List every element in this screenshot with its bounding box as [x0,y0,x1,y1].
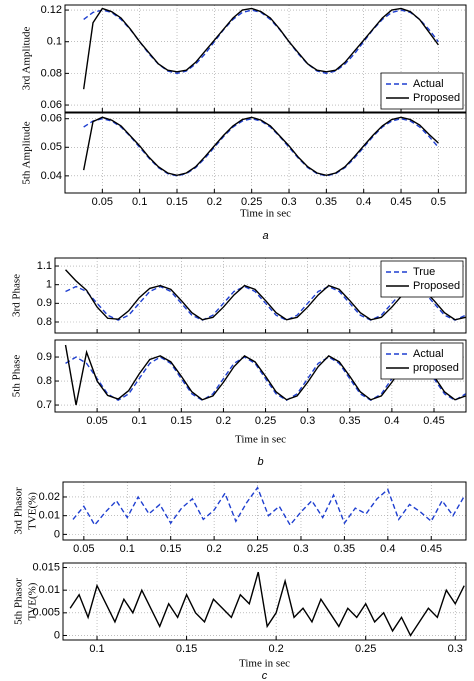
plot-frame [62,481,467,541]
data-line [82,116,439,177]
x-tick-label: 0.2 [206,543,221,555]
y-tick-label: 0.08 [41,67,62,79]
y-axis-label: 3rd Phase [11,274,23,317]
x-axis-label: Time in sec [240,208,291,220]
panel: 0.8 0.9 1 1.1 3rd Phase True Proposed [11,257,467,334]
plot-background [63,563,466,640]
y-tick-label: 0.01 [39,510,60,522]
y-tick-label: 0.04 [41,170,62,182]
x-tick-label: 0.05 [86,415,107,427]
legend-label: Proposed [413,92,460,104]
x-tick-label: 0.1 [132,415,147,427]
data-line [69,571,465,637]
x-tick-label: 0.5 [431,196,446,208]
x-tick-label: 0.2 [268,643,283,655]
legend-label: proposed [413,362,459,374]
x-tick-label: 0.3 [300,415,315,427]
x-tick-label: 0.3 [281,196,296,208]
x-tick-label: 0.35 [316,196,337,208]
x-tick-label: 0.15 [166,196,187,208]
x-tick-label: 0.25 [247,543,268,555]
x-tick-label: 0.15 [176,643,197,655]
data-line [82,7,439,90]
y-tick-label: 0.06 [41,113,62,125]
x-tick-label: 0.3 [448,643,463,655]
x-tick-label: 0.25 [355,643,376,655]
data-line [83,117,439,177]
x-tick-label: 0.35 [339,415,360,427]
y-axis-label: 5th Phasor [13,578,25,625]
x-tick-label: 0.15 [171,415,192,427]
panel-caption: b [257,456,263,468]
y-axis-label: TVE(%) [27,492,39,530]
x-tick-label: 0.4 [380,543,395,555]
y-tick-label: 0.015 [32,561,60,573]
legend-box [380,342,464,380]
panel: 0.7 0.8 0.9 0.05 0.1 0.15 0.2 0.25 0.3 0.35 0.4 0.4… [11,339,467,468]
y-tick-label: 0.8 [37,316,52,328]
y-tick-label: 0.06 [41,99,62,111]
y-tick-label: 0.05 [41,141,62,153]
plot-frame [62,562,467,641]
x-tick-label: 0.05 [92,196,113,208]
data-line [65,356,466,402]
y-axis-label: 5th Amplitude [21,121,33,184]
y-tick-label: 0 [54,629,60,641]
legend-label: Actual [413,78,444,90]
panel-caption: a [262,230,268,242]
x-tick-label: 0.3 [293,543,308,555]
legend-label: Proposed [413,280,460,292]
x-tick-label: 0.4 [356,196,371,208]
x-tick-label: 0.15 [160,543,181,555]
x-tick-label: 0.1 [132,196,147,208]
x-tick-label: 0.05 [73,543,94,555]
x-tick-label: 0.45 [423,415,444,427]
x-tick-label: 0.1 [89,643,104,655]
x-tick-label: 0.45 [421,543,442,555]
y-axis-label: 3rd Amplitude [21,26,33,90]
y-tick-label: 0.02 [39,491,60,503]
plot-frame [64,4,467,113]
y-tick-label: 0.9 [37,351,52,363]
legend-label: Actual [413,348,444,360]
x-tick-label: 0.4 [384,415,399,427]
x-axis-label: Time in sec [239,658,290,670]
legend-label: True [413,266,435,278]
x-tick-label: 0.2 [216,415,231,427]
y-tick-label: 1 [46,279,52,291]
y-tick-label: 0.12 [41,4,62,16]
data-line [72,486,465,527]
x-tick-label: 0.1 [120,543,135,555]
y-axis-label: 5th Phase [11,355,23,398]
y-tick-label: 0.8 [37,375,52,387]
y-tick-label: 0.7 [37,399,52,411]
x-axis-label: Time in sec [235,434,286,446]
x-tick-label: 0.25 [255,415,276,427]
y-tick-label: 0.9 [37,297,52,309]
panel-caption: c [262,670,268,681]
plot-frame [54,257,467,334]
x-tick-label: 0.25 [241,196,262,208]
panel: 0.04 0.05 0.06 0.05 0.1 0.15 0.2 0.25 0.3 0.35 0.4… [21,112,467,242]
x-tick-label: 0.35 [334,543,355,555]
plot-frame [64,112,467,194]
y-tick-label: 1.1 [37,260,52,272]
data-line [65,269,466,321]
plot-background [65,113,466,193]
y-axis-label: 3rd Phasor [13,487,25,535]
panel: 0.06 0.08 0.1 0.12 3rd Amplitude Actual Propos… [21,4,467,113]
plot-frame [54,339,467,413]
y-tick-label: 0.01 [39,584,60,596]
y-tick-label: 0.1 [47,36,62,48]
panel: 0 0.01 0.02 0.05 0.1 0.15 0.2 0.25 0.3 0.35 0.4 0.4… [13,481,467,555]
y-tick-label: 0 [54,528,60,540]
x-tick-label: 0.2 [207,196,222,208]
y-tick-label: 0.005 [32,607,60,619]
legend-box [380,72,464,110]
panel: 0 0.005 0.01 0.015 0.1 0.15 0.2 0.25 0.3 5th Phas… [13,561,467,681]
x-tick-label: 0.45 [390,196,411,208]
legend-box [380,260,464,298]
y-axis-label: TVE(%) [27,582,39,620]
